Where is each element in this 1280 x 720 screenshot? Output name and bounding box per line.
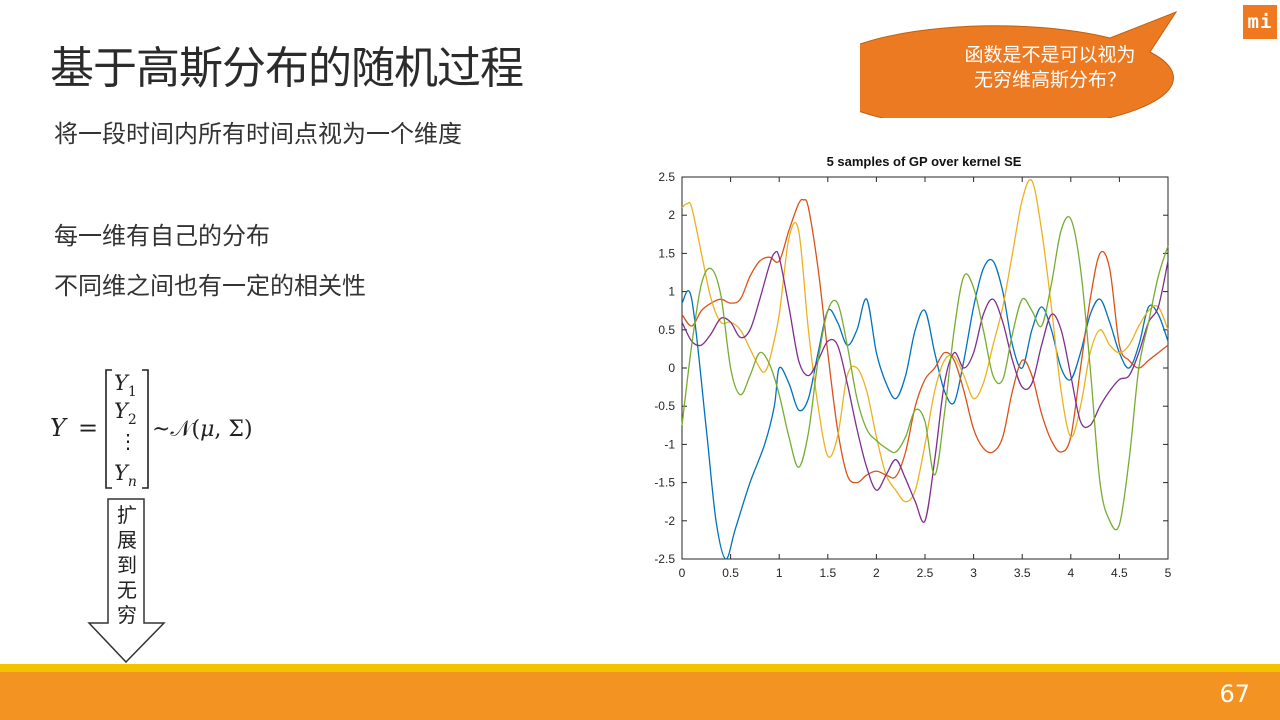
text-line-1: 将一段时间内所有时间点视为一个维度 (54, 120, 462, 148)
series-line-3 (681, 179, 1169, 503)
y-tick-label-10: -2.5 (654, 552, 675, 566)
x-tick-label-5: 2.5 (917, 566, 934, 580)
formula-equals: = (78, 414, 98, 442)
gp-line-chart: 5 samples of GP over kernel SE 0 0.5 1 1.5 2… (654, 154, 1172, 580)
chart-title: 5 samples of GP over kernel SE (827, 154, 1022, 169)
x-tick-label-2: 1 (776, 566, 783, 580)
y-tick-label-1: 2 (668, 208, 675, 222)
x-tick-label-7: 3.5 (1014, 566, 1031, 580)
speech-bubble (860, 10, 1178, 118)
series-line-5 (681, 215, 1169, 531)
text-line-3: 不同维之间也有一定的相关性 (54, 272, 366, 300)
x-tick-label-6: 3 (970, 566, 977, 580)
plot-area (681, 176, 1169, 560)
text-line-2: 每一维有自己的分布 (54, 222, 270, 250)
formula-lhs: Y (50, 414, 68, 442)
x-tick-label-10: 5 (1165, 566, 1172, 580)
x-tick-label-1: 0.5 (722, 566, 739, 580)
y-tick-label-0: 2.5 (658, 170, 675, 184)
slide-title: 基于高斯分布的随机过程 (50, 43, 524, 94)
right-bracket (142, 369, 149, 489)
footer-bar (0, 672, 1280, 720)
y-tick-label-7: -1 (664, 437, 675, 451)
x-tick-label-9: 4.5 (1111, 566, 1128, 580)
series-line-2 (681, 198, 1169, 484)
y-tick-label-6: -0.5 (654, 399, 675, 413)
left-bracket (105, 369, 112, 489)
y-tick-label-2: 1.5 (658, 246, 675, 260)
arrow-char-2: 展 (117, 528, 137, 552)
formula-rhs: ~𝒩(μ, Σ) (152, 417, 253, 442)
vector-yn: Yn (114, 461, 137, 490)
down-arrow-shape (87, 498, 166, 664)
x-tick-label-3: 1.5 (819, 566, 836, 580)
arrow-char-5: 穷 (117, 603, 137, 627)
arrow-label: 扩 展 到 无 穷 (113, 503, 141, 628)
mi-logo: mi (1243, 5, 1277, 39)
arrow-char-4: 无 (117, 578, 137, 602)
speech-bubble-shape (860, 10, 1178, 118)
arrow-char-3: 到 (117, 553, 137, 577)
x-tick-label-8: 4 (1067, 566, 1074, 580)
footer-accent-line (0, 664, 1280, 672)
speech-bubble-text: 函数是不是可以视为 无穷维高斯分布？ (905, 43, 1195, 93)
arrow-char-1: 扩 (117, 503, 137, 527)
y-tick-label-3: 1 (668, 285, 675, 299)
y-tick-label-5: 0 (668, 361, 675, 375)
vector-y1: Y1 (114, 371, 137, 400)
bubble-line-2: 无穷维高斯分布？ (973, 69, 1126, 91)
x-tick-label-4: 2 (873, 566, 880, 580)
series-line-4 (681, 250, 1169, 523)
series-line-1 (681, 258, 1169, 560)
vector-vdots: ⋮ (118, 429, 138, 453)
vector-y2: Y2 (114, 399, 137, 428)
down-arrow (87, 498, 166, 664)
x-tick-label-0: 0 (679, 566, 686, 580)
y-tick-label-4: 0.5 (658, 323, 675, 337)
bubble-line-1: 函数是不是可以视为 (964, 44, 1136, 66)
formula: Y = Y1 Y2 ⋮ Yn ~𝒩(μ, Σ) (50, 369, 253, 490)
page-number: 67 (1219, 680, 1250, 708)
y-tick-label-9: -2 (664, 514, 675, 528)
y-tick-label-8: -1.5 (654, 476, 675, 490)
